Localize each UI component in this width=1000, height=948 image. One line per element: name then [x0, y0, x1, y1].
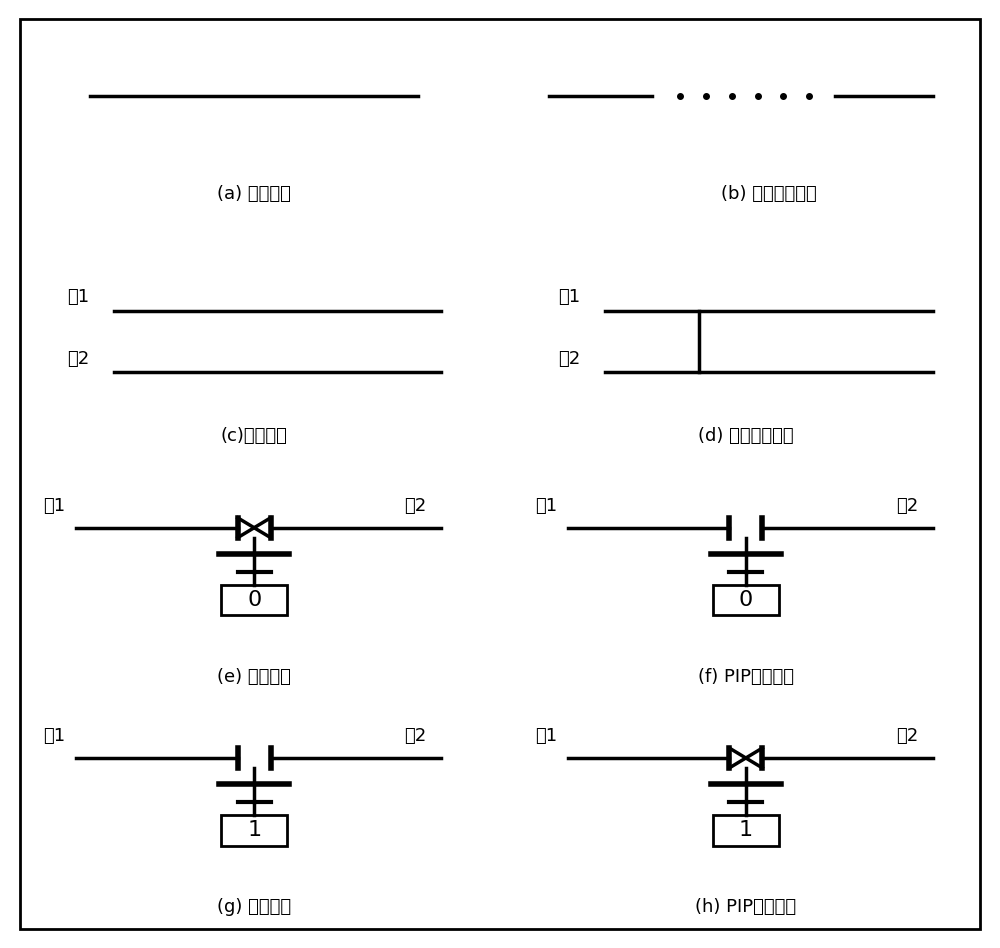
- Text: (h) PIP常开故障: (h) PIP常开故障: [695, 898, 796, 916]
- Text: 0: 0: [247, 590, 261, 611]
- Text: (d) 互连线段短路: (d) 互连线段短路: [698, 427, 794, 445]
- Bar: [713, 815, 779, 846]
- Bar: [221, 585, 287, 615]
- Bar: [221, 815, 287, 846]
- Text: 1: 1: [739, 820, 753, 840]
- Text: 线2: 线2: [896, 727, 918, 745]
- Text: (f) PIP常闭故障: (f) PIP常闭故障: [698, 667, 794, 685]
- Text: (b) 互连线段开路: (b) 互连线段开路: [721, 186, 817, 204]
- Text: 线2: 线2: [67, 350, 89, 368]
- Text: 线1: 线1: [43, 727, 66, 745]
- Text: 线2: 线2: [559, 350, 581, 368]
- Text: 线1: 线1: [559, 288, 581, 306]
- Text: (g) 正常情况: (g) 正常情况: [217, 898, 291, 916]
- Text: 线1: 线1: [67, 288, 89, 306]
- Text: 线2: 线2: [404, 727, 426, 745]
- Bar: [713, 585, 779, 615]
- Text: (a) 正常情况: (a) 正常情况: [217, 186, 291, 204]
- Text: 线2: 线2: [404, 497, 426, 515]
- Text: 线1: 线1: [535, 727, 557, 745]
- Text: 0: 0: [739, 590, 753, 611]
- Text: (c)正常情况: (c)正常情况: [221, 427, 288, 445]
- Text: 1: 1: [247, 820, 261, 840]
- Text: 线1: 线1: [43, 497, 66, 515]
- Text: 线1: 线1: [535, 497, 557, 515]
- Text: 线2: 线2: [896, 497, 918, 515]
- Text: (e) 正常情况: (e) 正常情况: [217, 667, 291, 685]
